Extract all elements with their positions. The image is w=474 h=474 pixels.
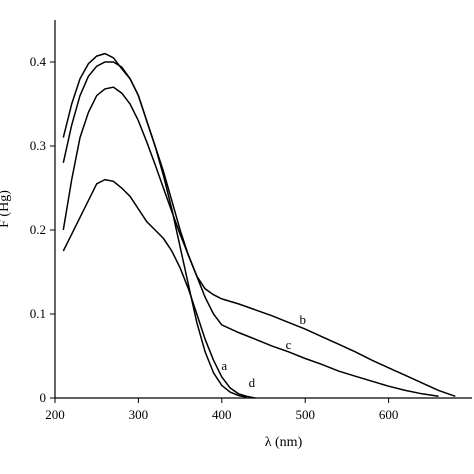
x-ticks: 200 300 400 500 600: [45, 398, 398, 422]
y-tick-label: 0.1: [30, 306, 46, 321]
x-tick-label: 600: [379, 407, 399, 422]
series-label-a: a: [221, 358, 227, 373]
y-axis-title: F (Hg): [0, 190, 12, 228]
y-tick-label: 0.3: [30, 138, 46, 153]
y-tick-label: 0.4: [30, 54, 47, 69]
x-tick-label: 300: [129, 407, 149, 422]
x-tick-label: 500: [295, 407, 315, 422]
y-tick-label: 0: [40, 390, 47, 405]
series-c-line: [62, 86, 439, 398]
x-tick-label: 200: [45, 407, 65, 422]
series-label-b: b: [299, 312, 306, 327]
series-label-d: d: [249, 375, 256, 390]
x-tick-label: 400: [212, 407, 232, 422]
series-a-line: [62, 52, 247, 398]
curves: [62, 52, 456, 399]
series-labels: a bc d: [221, 312, 306, 390]
y-ticks: 0 0.1 0.2 0.3 0.4: [30, 54, 55, 405]
series-d-line: [62, 178, 256, 399]
series-label-c: c: [286, 337, 292, 352]
y-tick-label: 0.2: [30, 222, 46, 237]
x-axis-title: λ (nm): [265, 435, 303, 450]
series-b-line: [62, 61, 456, 398]
